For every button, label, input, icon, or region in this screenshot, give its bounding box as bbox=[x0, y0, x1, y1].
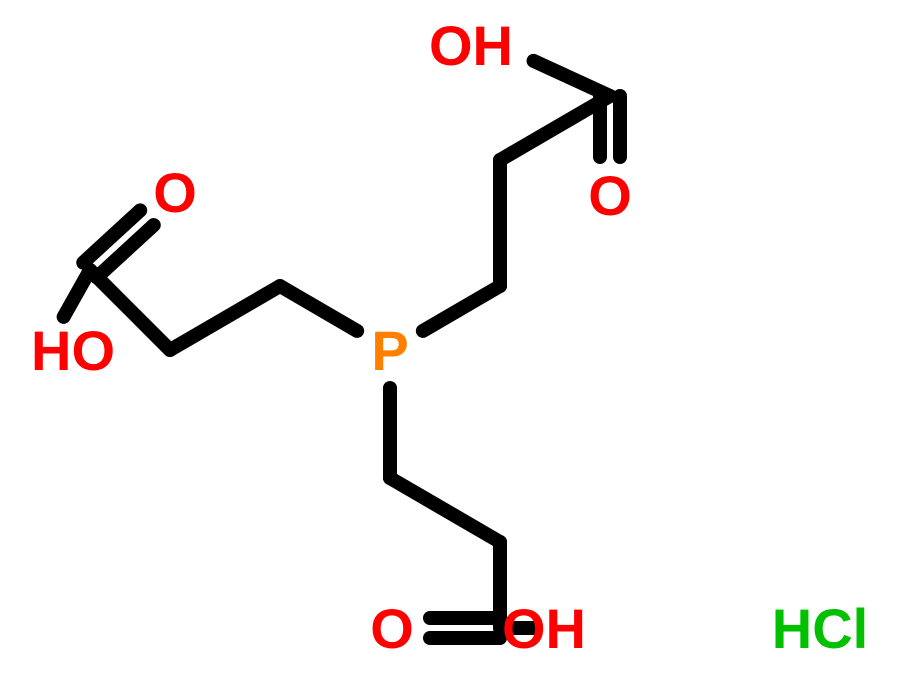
atom-O9b: OH bbox=[502, 597, 586, 660]
bond bbox=[280, 286, 357, 331]
atom-O3a: O bbox=[588, 164, 632, 227]
bond bbox=[423, 286, 500, 331]
atom-O6b: HO bbox=[31, 319, 115, 382]
atom-HCl: HCl bbox=[772, 597, 868, 660]
bond bbox=[64, 270, 90, 317]
molecule-diagram: P O OH O HO O OH HCl bbox=[0, 0, 910, 673]
atom-O3b: OH bbox=[429, 14, 513, 77]
atom-O6a: O bbox=[153, 161, 197, 224]
bond bbox=[534, 61, 610, 96]
atom-P: P bbox=[371, 319, 408, 382]
bond bbox=[170, 286, 280, 350]
bond bbox=[390, 478, 500, 542]
atom-O9a: O bbox=[370, 597, 414, 660]
